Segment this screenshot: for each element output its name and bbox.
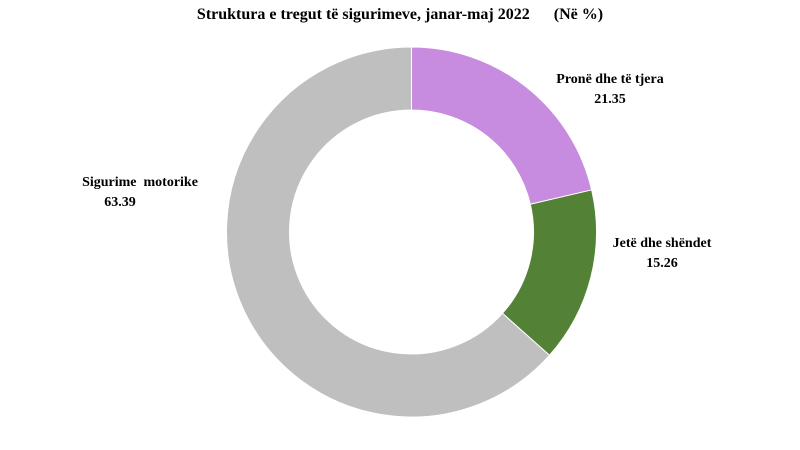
label-motorike: Sigurime motorike 63.39 — [60, 173, 220, 213]
label-jete-name: Jetë dhe shëndet — [612, 236, 712, 251]
label-motorike-value: 63.39 — [104, 195, 136, 210]
label-prone: Pronë dhe të tjera 21.35 — [530, 70, 690, 110]
label-prone-value: 21.35 — [594, 92, 626, 107]
slice-2 — [226, 46, 551, 418]
label-jete-value: 15.26 — [646, 256, 678, 271]
label-motorike-name: Sigurime motorike — [82, 175, 198, 190]
chart-title: Struktura e tregut të sigurimeve, janar-… — [0, 6, 800, 24]
label-prone-name: Pronë dhe të tjera — [556, 72, 664, 87]
title-text: Struktura e tregut të sigurimeve, janar-… — [196, 6, 530, 23]
label-jete: Jetë dhe shëndet 15.26 — [592, 234, 732, 274]
unit-label: (Në %) — [553, 6, 604, 23]
